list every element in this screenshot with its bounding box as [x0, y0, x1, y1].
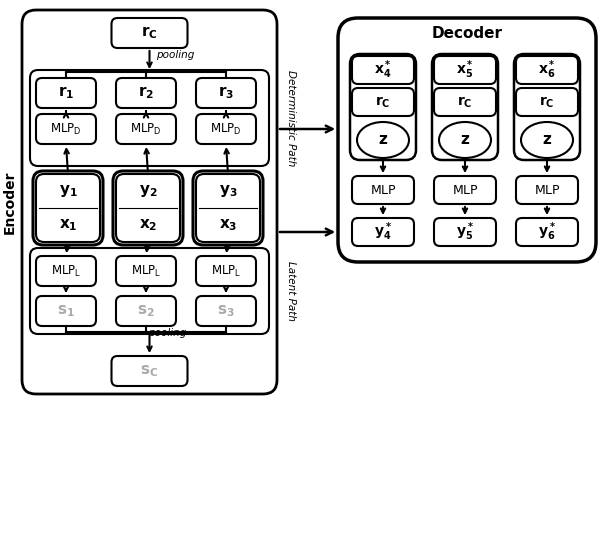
FancyBboxPatch shape [196, 114, 256, 144]
Text: $\mathrm{MLP_D}$: $\mathrm{MLP_D}$ [50, 121, 82, 137]
Ellipse shape [521, 122, 573, 158]
Text: $\mathbf{s_2}$: $\mathbf{s_2}$ [137, 303, 155, 319]
Text: $\mathrm{MLP}$: $\mathrm{MLP}$ [370, 184, 396, 197]
Ellipse shape [357, 122, 409, 158]
Text: $\mathbf{x^*_4}$: $\mathbf{x^*_4}$ [374, 59, 392, 81]
Text: $\mathbf{r_3}$: $\mathbf{r_3}$ [218, 85, 234, 101]
Text: $\mathbf{r_C}$: $\mathbf{r_C}$ [375, 94, 391, 109]
FancyBboxPatch shape [193, 171, 263, 245]
Text: $\mathbf{r_1}$: $\mathbf{r_1}$ [58, 85, 74, 101]
Text: $\mathrm{MLP_D}$: $\mathrm{MLP_D}$ [130, 121, 162, 137]
FancyBboxPatch shape [36, 256, 96, 286]
FancyBboxPatch shape [434, 56, 496, 84]
Text: $\mathrm{MLP_L}$: $\mathrm{MLP_L}$ [211, 263, 241, 279]
FancyBboxPatch shape [516, 218, 578, 246]
FancyBboxPatch shape [36, 78, 96, 108]
Text: $\mathbf{y^*_5}$: $\mathbf{y^*_5}$ [456, 221, 474, 243]
Text: $\mathbf{z}$: $\mathbf{z}$ [460, 132, 470, 147]
FancyBboxPatch shape [116, 256, 176, 286]
Text: $\mathbf{r_C}$: $\mathbf{r_C}$ [539, 94, 554, 109]
FancyBboxPatch shape [116, 78, 176, 108]
FancyBboxPatch shape [116, 174, 180, 242]
Text: pooling: pooling [156, 50, 195, 60]
Text: $\mathbf{x_3}$: $\mathbf{x_3}$ [219, 217, 237, 233]
FancyBboxPatch shape [350, 54, 416, 160]
FancyBboxPatch shape [516, 176, 578, 204]
FancyBboxPatch shape [113, 171, 183, 245]
FancyBboxPatch shape [36, 114, 96, 144]
FancyBboxPatch shape [116, 114, 176, 144]
FancyBboxPatch shape [36, 174, 100, 242]
FancyBboxPatch shape [434, 88, 496, 116]
Text: Latent Path: Latent Path [286, 261, 296, 321]
Text: $\mathbf{y^*_4}$: $\mathbf{y^*_4}$ [374, 221, 392, 243]
Text: $\mathbf{r_C}$: $\mathbf{r_C}$ [141, 24, 158, 41]
Text: Encoder: Encoder [3, 170, 17, 234]
Text: $\mathbf{s_1}$: $\mathbf{s_1}$ [57, 303, 75, 319]
Text: $\mathrm{MLP_L}$: $\mathrm{MLP_L}$ [51, 263, 81, 279]
FancyBboxPatch shape [352, 218, 414, 246]
FancyBboxPatch shape [434, 218, 496, 246]
Ellipse shape [439, 122, 491, 158]
Text: $\mathbf{z}$: $\mathbf{z}$ [542, 132, 552, 147]
Text: $\mathbf{x_1}$: $\mathbf{x_1}$ [59, 217, 77, 233]
Text: $\mathrm{MLP_D}$: $\mathrm{MLP_D}$ [210, 121, 242, 137]
FancyBboxPatch shape [432, 54, 498, 160]
FancyBboxPatch shape [30, 248, 269, 334]
FancyBboxPatch shape [434, 176, 496, 204]
Text: $\mathbf{x^*_5}$: $\mathbf{x^*_5}$ [456, 59, 474, 81]
Text: $\mathbf{y^*_6}$: $\mathbf{y^*_6}$ [538, 221, 556, 243]
Text: $\mathbf{s_3}$: $\mathbf{s_3}$ [217, 303, 235, 319]
FancyBboxPatch shape [352, 88, 414, 116]
FancyBboxPatch shape [111, 356, 187, 386]
Text: $\mathbf{z}$: $\mathbf{z}$ [378, 132, 388, 147]
FancyBboxPatch shape [116, 296, 176, 326]
FancyBboxPatch shape [111, 18, 187, 48]
Text: $\mathbf{s_C}$: $\mathbf{s_C}$ [140, 363, 159, 379]
FancyBboxPatch shape [196, 296, 256, 326]
Text: Decoder: Decoder [432, 27, 502, 42]
Text: $\mathbf{r_2}$: $\mathbf{r_2}$ [138, 85, 154, 101]
FancyBboxPatch shape [33, 171, 103, 245]
FancyBboxPatch shape [196, 78, 256, 108]
FancyBboxPatch shape [352, 176, 414, 204]
Text: $\mathbf{y_3}$: $\mathbf{y_3}$ [219, 183, 237, 199]
Text: pooling: pooling [148, 328, 187, 338]
FancyBboxPatch shape [196, 256, 256, 286]
FancyBboxPatch shape [338, 18, 596, 262]
Text: Deterministic Path: Deterministic Path [286, 70, 296, 166]
Text: $\mathbf{y_1}$: $\mathbf{y_1}$ [58, 183, 77, 199]
Text: $\mathrm{MLP}$: $\mathrm{MLP}$ [452, 184, 478, 197]
FancyBboxPatch shape [514, 54, 580, 160]
Text: $\mathrm{MLP_L}$: $\mathrm{MLP_L}$ [131, 263, 161, 279]
Text: $\mathbf{y_2}$: $\mathbf{y_2}$ [139, 183, 157, 199]
FancyBboxPatch shape [30, 70, 269, 166]
FancyBboxPatch shape [352, 56, 414, 84]
FancyBboxPatch shape [196, 174, 260, 242]
FancyBboxPatch shape [36, 296, 96, 326]
Text: $\mathbf{x_2}$: $\mathbf{x_2}$ [139, 217, 157, 233]
FancyBboxPatch shape [22, 10, 277, 394]
FancyBboxPatch shape [516, 56, 578, 84]
Text: $\mathrm{MLP}$: $\mathrm{MLP}$ [534, 184, 561, 197]
Text: $\mathbf{x^*_6}$: $\mathbf{x^*_6}$ [538, 59, 556, 81]
FancyBboxPatch shape [516, 88, 578, 116]
Text: $\mathbf{r_C}$: $\mathbf{r_C}$ [457, 94, 473, 109]
